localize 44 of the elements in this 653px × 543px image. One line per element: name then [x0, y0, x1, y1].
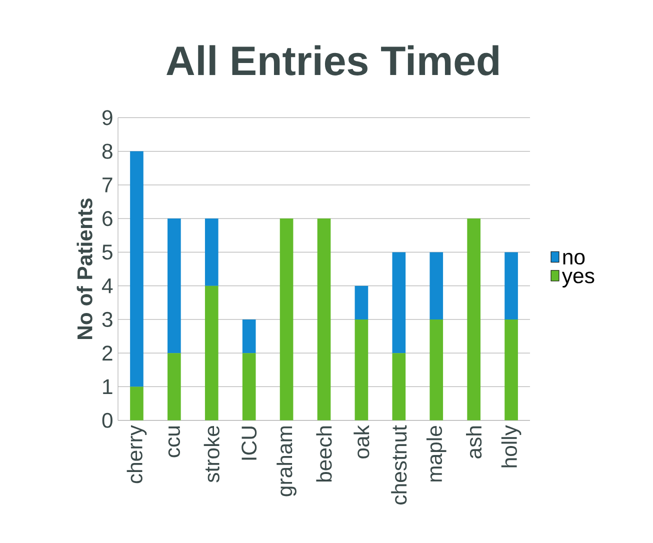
- y-axis-title: No of Patients: [76, 198, 92, 340]
- bar: [130, 386, 144, 420]
- bar: [242, 353, 256, 420]
- bar: [392, 252, 406, 354]
- bar: [204, 286, 218, 420]
- x-tick-label: ccu: [168, 426, 180, 458]
- bar: [317, 218, 331, 420]
- y-tick-label: 1: [103, 379, 112, 394]
- bar: [130, 151, 144, 387]
- x-tick-label: chestnut: [391, 425, 407, 504]
- y-tick-label: 2: [102, 346, 112, 360]
- legend-label: no: [563, 252, 585, 265]
- bar: [280, 218, 294, 420]
- bar: [430, 252, 444, 320]
- x-tick-label: oak: [354, 425, 370, 458]
- bar: [354, 319, 368, 420]
- y-tick-label: 9: [102, 110, 112, 126]
- x-tick-label: stroke: [204, 426, 220, 482]
- bar: [242, 319, 256, 354]
- chart-title: All Entries Timed: [166, 45, 498, 76]
- x-tick-label: graham: [276, 426, 296, 496]
- bar: [504, 319, 518, 420]
- bar: [392, 353, 406, 420]
- x-tick-label: holly: [501, 425, 522, 468]
- y-tick-label: 0: [102, 412, 112, 428]
- y-tick-label: 3: [102, 312, 112, 327]
- bar: [504, 252, 518, 320]
- y-tick-label: 7: [102, 178, 112, 192]
- x-tick-label: beech: [316, 426, 332, 482]
- x-tick-label: ICU: [242, 426, 257, 460]
- y-tick-label: 8: [102, 144, 112, 159]
- x-tick-label: cherry: [126, 425, 147, 484]
- legend-label: yes: [562, 272, 594, 288]
- bar: [168, 353, 181, 420]
- x-tick-label: maple: [426, 426, 446, 482]
- bar: [354, 286, 368, 320]
- y-tick-label: 5: [102, 244, 112, 260]
- bar: [204, 218, 218, 286]
- bar: [467, 218, 480, 420]
- bar: [430, 319, 444, 420]
- bar: [168, 218, 181, 354]
- y-tick-label: 4: [102, 278, 113, 294]
- y-tick-label: 6: [102, 211, 112, 226]
- x-tick-label: ash: [466, 426, 482, 458]
